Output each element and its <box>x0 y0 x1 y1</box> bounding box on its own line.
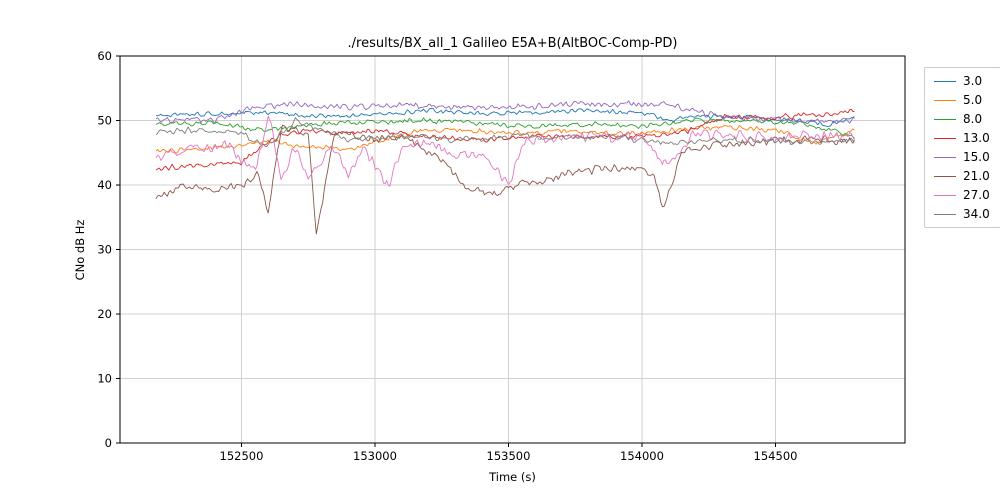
legend-label: 34.0 <box>963 207 990 221</box>
legend-label: 3.0 <box>963 74 983 88</box>
legend-label: 27.0 <box>963 188 990 202</box>
legend-line-sample <box>934 99 956 101</box>
legend-entry: 13.0 <box>934 132 990 144</box>
legend-line-sample <box>934 137 956 139</box>
legend-line-sample <box>934 118 956 120</box>
y-tick-label: 10 <box>97 372 112 386</box>
legend-line-sample <box>934 80 956 82</box>
legend-label: 21.0 <box>963 169 990 183</box>
series-line-21.0 <box>155 124 855 235</box>
legend-line-sample <box>934 156 956 158</box>
legend: 3.0 5.0 8.0 13.0 15.0 21.0 27.0 34.0 <box>924 67 1000 228</box>
legend-entry: 34.0 <box>934 208 990 220</box>
legend-entry: 8.0 <box>934 113 990 125</box>
legend-entry: 3.0 <box>934 75 990 87</box>
legend-label: 5.0 <box>963 93 983 107</box>
x-tick-label: 153000 <box>353 449 397 463</box>
x-tick-label: 153500 <box>487 449 531 463</box>
legend-entry: 21.0 <box>934 170 990 182</box>
legend-entry: 27.0 <box>934 189 990 201</box>
legend-entry: 15.0 <box>934 151 990 163</box>
x-tick-label: 154000 <box>620 449 664 463</box>
y-tick-label: 30 <box>97 243 112 257</box>
legend-line-sample <box>934 213 956 215</box>
legend-label: 15.0 <box>963 150 990 164</box>
series-line-13.0 <box>155 108 855 171</box>
legend-label: 8.0 <box>963 112 983 126</box>
x-axis-label: Time (s) <box>489 470 536 484</box>
series-line-3.0 <box>155 107 855 127</box>
series-line-34.0 <box>155 117 855 148</box>
x-tick-label: 154500 <box>754 449 798 463</box>
series-line-15.0 <box>155 100 855 124</box>
legend-line-sample <box>934 194 956 196</box>
legend-line-sample <box>934 175 956 177</box>
legend-entry: 5.0 <box>934 94 990 106</box>
y-tick-label: 50 <box>97 114 112 128</box>
chart-title: ./results/BX_all_1 Galileo E5A+B(AltBOC-… <box>347 36 678 51</box>
y-tick-label: 60 <box>97 49 112 63</box>
y-tick-label: 20 <box>97 307 112 321</box>
y-tick-label: 40 <box>97 178 112 192</box>
legend-label: 13.0 <box>963 131 990 145</box>
series-line-27.0 <box>155 115 855 187</box>
x-tick-label: 152500 <box>220 449 264 463</box>
y-tick-label: 0 <box>105 436 112 450</box>
